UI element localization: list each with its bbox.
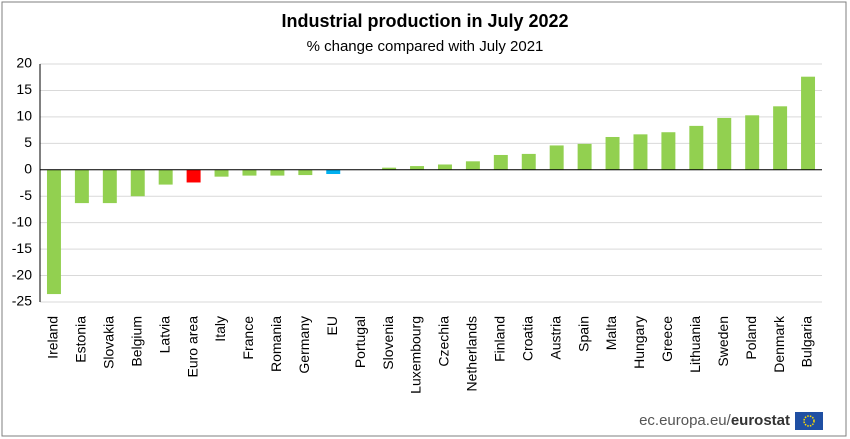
bar: [270, 169, 285, 176]
bar: [717, 117, 732, 170]
bar: [633, 134, 648, 170]
y-tick-label: -10: [12, 213, 32, 229]
bar: [242, 169, 257, 176]
x-tick-label: Hungary: [631, 316, 647, 369]
x-tick-label: Netherlands: [464, 316, 480, 392]
eu-flag: [795, 412, 823, 430]
bar: [773, 106, 788, 170]
chart-title: Industrial production in July 2022: [281, 11, 568, 31]
footer-site: ec.europa.eu/: [639, 412, 732, 429]
y-tick-label: -25: [12, 293, 32, 309]
bar: [465, 161, 480, 170]
y-tick-label: -15: [12, 240, 32, 256]
x-tick-label: Poland: [743, 316, 759, 360]
x-tick-label: Slovakia: [101, 316, 117, 369]
bar: [801, 76, 816, 170]
x-tick-label: Italy: [212, 316, 228, 342]
x-tick-label: Germany: [296, 316, 312, 374]
x-tick-label: Estonia: [73, 316, 89, 363]
bar: [661, 132, 676, 170]
bar: [130, 169, 145, 197]
bar: [521, 153, 536, 170]
x-tick-label: Slovenia: [380, 316, 396, 370]
y-tick-label: 15: [16, 81, 32, 97]
footer-brand: eurostat: [731, 412, 790, 429]
y-tick-label: 10: [16, 108, 32, 124]
x-tick-label: Bulgaria: [799, 316, 815, 368]
y-tick-label: 0: [24, 160, 32, 176]
x-tick-label: Ireland: [45, 316, 61, 359]
footer: ec.europa.eu/eurostat: [639, 412, 790, 429]
x-tick-label: Sweden: [715, 316, 731, 367]
bar: [186, 169, 201, 183]
x-tick-label: Portugal: [352, 316, 368, 368]
bar: [46, 169, 61, 295]
x-tick-label: Greece: [659, 316, 675, 362]
bar: [102, 169, 117, 204]
bar: [493, 154, 508, 170]
bar: [214, 169, 229, 177]
bar: [605, 136, 620, 170]
bar: [326, 169, 341, 175]
x-tick-label: Czechia: [436, 316, 452, 367]
bar: [689, 125, 704, 170]
bar: [745, 115, 760, 170]
x-tick-label: Romania: [268, 316, 284, 372]
bar: [158, 169, 173, 185]
x-tick-label: Euro area: [184, 316, 200, 378]
x-tick-label: Lithuania: [687, 316, 703, 373]
x-tick-label: Latvia: [156, 316, 172, 354]
x-tick-label: Croatia: [519, 316, 535, 361]
x-tick-label: Belgium: [128, 316, 144, 367]
y-tick-label: 5: [24, 134, 32, 150]
x-tick-label: Malta: [603, 316, 619, 350]
y-tick-label: -20: [12, 266, 32, 282]
bar: [74, 169, 89, 204]
chart-subtitle: % change compared with July 2021: [307, 38, 544, 55]
x-tick-label: EU: [324, 316, 340, 335]
y-tick-label: -5: [20, 187, 33, 203]
x-tick-label: Finland: [492, 316, 508, 362]
bar: [298, 169, 313, 176]
x-tick-label: Spain: [575, 316, 591, 352]
x-tick-label: Luxembourg: [408, 316, 424, 394]
x-tick-label: France: [240, 316, 256, 360]
bar: [437, 164, 452, 170]
bar: [382, 167, 397, 170]
x-tick-label: Austria: [547, 316, 563, 360]
bar: [410, 166, 425, 170]
x-tick-label: Denmark: [771, 315, 787, 373]
bar: [577, 143, 592, 170]
bar: [549, 145, 564, 170]
y-tick-label: 20: [16, 55, 32, 71]
